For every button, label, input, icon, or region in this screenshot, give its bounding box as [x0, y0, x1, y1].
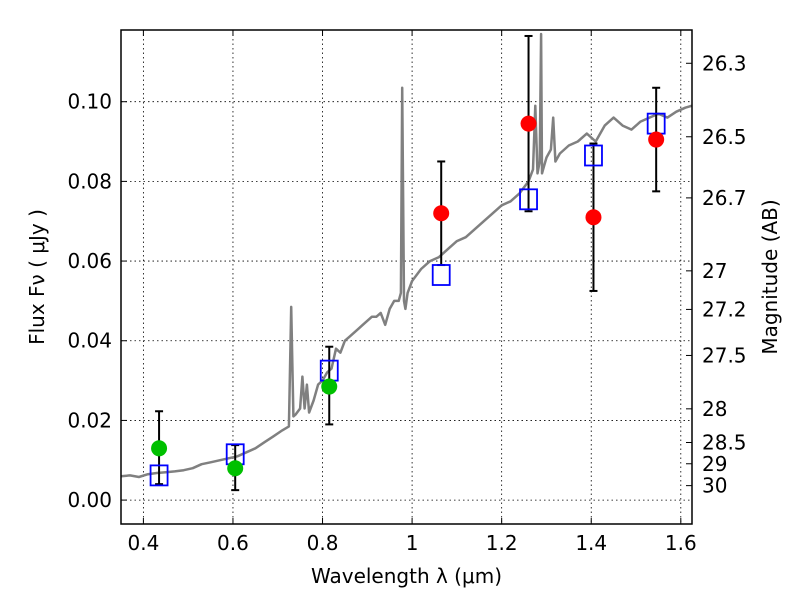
x-tick-label: 1.2: [486, 531, 518, 555]
model-square-marker: [584, 144, 603, 167]
y-tick-label: 0.08: [67, 169, 112, 193]
x-tick-label: 0.8: [307, 531, 339, 555]
right-tick-label: 27.5: [702, 343, 747, 367]
observed-point-marker: [433, 205, 450, 222]
right-tick-label: 28.5: [702, 431, 747, 455]
right-axis-label: Magnitude (AB): [758, 199, 782, 354]
x-tick-label: 1: [406, 531, 419, 555]
x-tick-label: 0.6: [217, 531, 249, 555]
x-tick-label: 1.6: [665, 531, 697, 555]
observed-point-marker: [227, 460, 244, 477]
right-tick-label: 26.5: [702, 125, 747, 149]
axis-ticks: 0.4 0.6 0.8 1 1.2 1.4 1.6 0.00 0.02 0.04 0.06 0.08 0…: [67, 30, 747, 555]
x-tick-label: 1.4: [575, 531, 607, 555]
spectrum-series: [121, 32, 692, 479]
spectrum-line: [121, 32, 692, 479]
model-square-marker: [519, 188, 538, 211]
error-bars: [155, 34, 661, 492]
right-tick-label: 29: [702, 452, 727, 476]
observed-point-marker: [648, 131, 665, 148]
right-tick-label: 26.3: [702, 51, 747, 75]
right-tick-label: 27.2: [702, 297, 747, 321]
plot-frame: [120, 29, 693, 525]
x-axis-label: Wavelength λ (μm): [311, 564, 502, 588]
model-photometry-series: [149, 112, 666, 487]
observed-point-marker: [585, 209, 602, 226]
x-tick-label: 0.4: [127, 531, 159, 555]
observed-point-marker: [321, 378, 338, 395]
observed-point-marker: [520, 115, 537, 132]
observed-points-series: [151, 115, 665, 477]
observed-point-marker: [151, 440, 168, 457]
y-tick-label: 0.06: [67, 249, 112, 273]
y-tick-label: 0.10: [67, 90, 112, 114]
right-tick-label: 26.7: [702, 186, 747, 210]
y-tick-label: 0.04: [67, 329, 112, 353]
right-tick-label: 30: [702, 474, 727, 498]
y-axis-label: Flux Fν ( μJy ): [25, 209, 49, 345]
right-tick-label: 27: [702, 259, 727, 283]
y-tick-label: 0.02: [67, 408, 112, 432]
model-square-marker: [431, 264, 451, 286]
model-square-marker: [149, 464, 169, 487]
y-tick-label: 0.00: [67, 488, 112, 512]
grid-lines: [121, 30, 692, 524]
right-tick-label: 28: [702, 397, 727, 421]
